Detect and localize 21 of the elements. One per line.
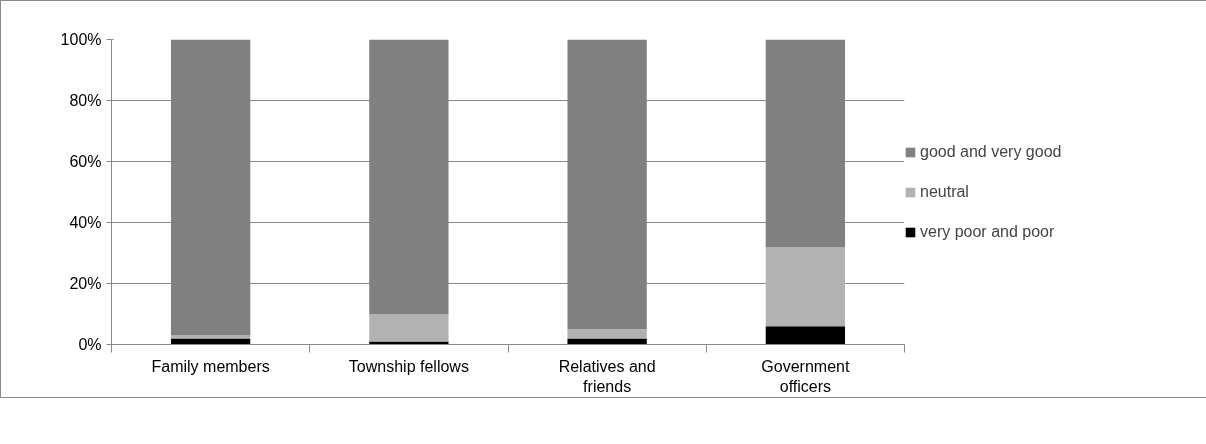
x-tick-label: Township fellows xyxy=(348,357,469,375)
bar xyxy=(170,338,251,345)
y-tick-label: 80% xyxy=(69,92,102,109)
y-tick-label: 100% xyxy=(60,31,102,48)
legend-label: good and very good xyxy=(920,142,1062,161)
bar xyxy=(567,329,647,339)
y-tick-label: 40% xyxy=(69,214,102,231)
bar xyxy=(765,326,846,345)
y-tick-label: 0% xyxy=(78,336,102,353)
bar xyxy=(765,246,846,327)
x-tick-label: Family members xyxy=(151,357,270,375)
x-tick-label: Relatives and friends xyxy=(558,357,656,395)
bar xyxy=(170,335,251,339)
y-tick-label: 20% xyxy=(69,275,102,292)
legend-label: very poor and poor xyxy=(920,222,1055,241)
x-tick-label: Government officers xyxy=(761,357,850,395)
bar xyxy=(369,341,449,345)
y-tick-label: 60% xyxy=(69,153,102,170)
bar xyxy=(369,314,449,342)
bar xyxy=(567,338,647,345)
legend-label: neutral xyxy=(920,182,969,201)
